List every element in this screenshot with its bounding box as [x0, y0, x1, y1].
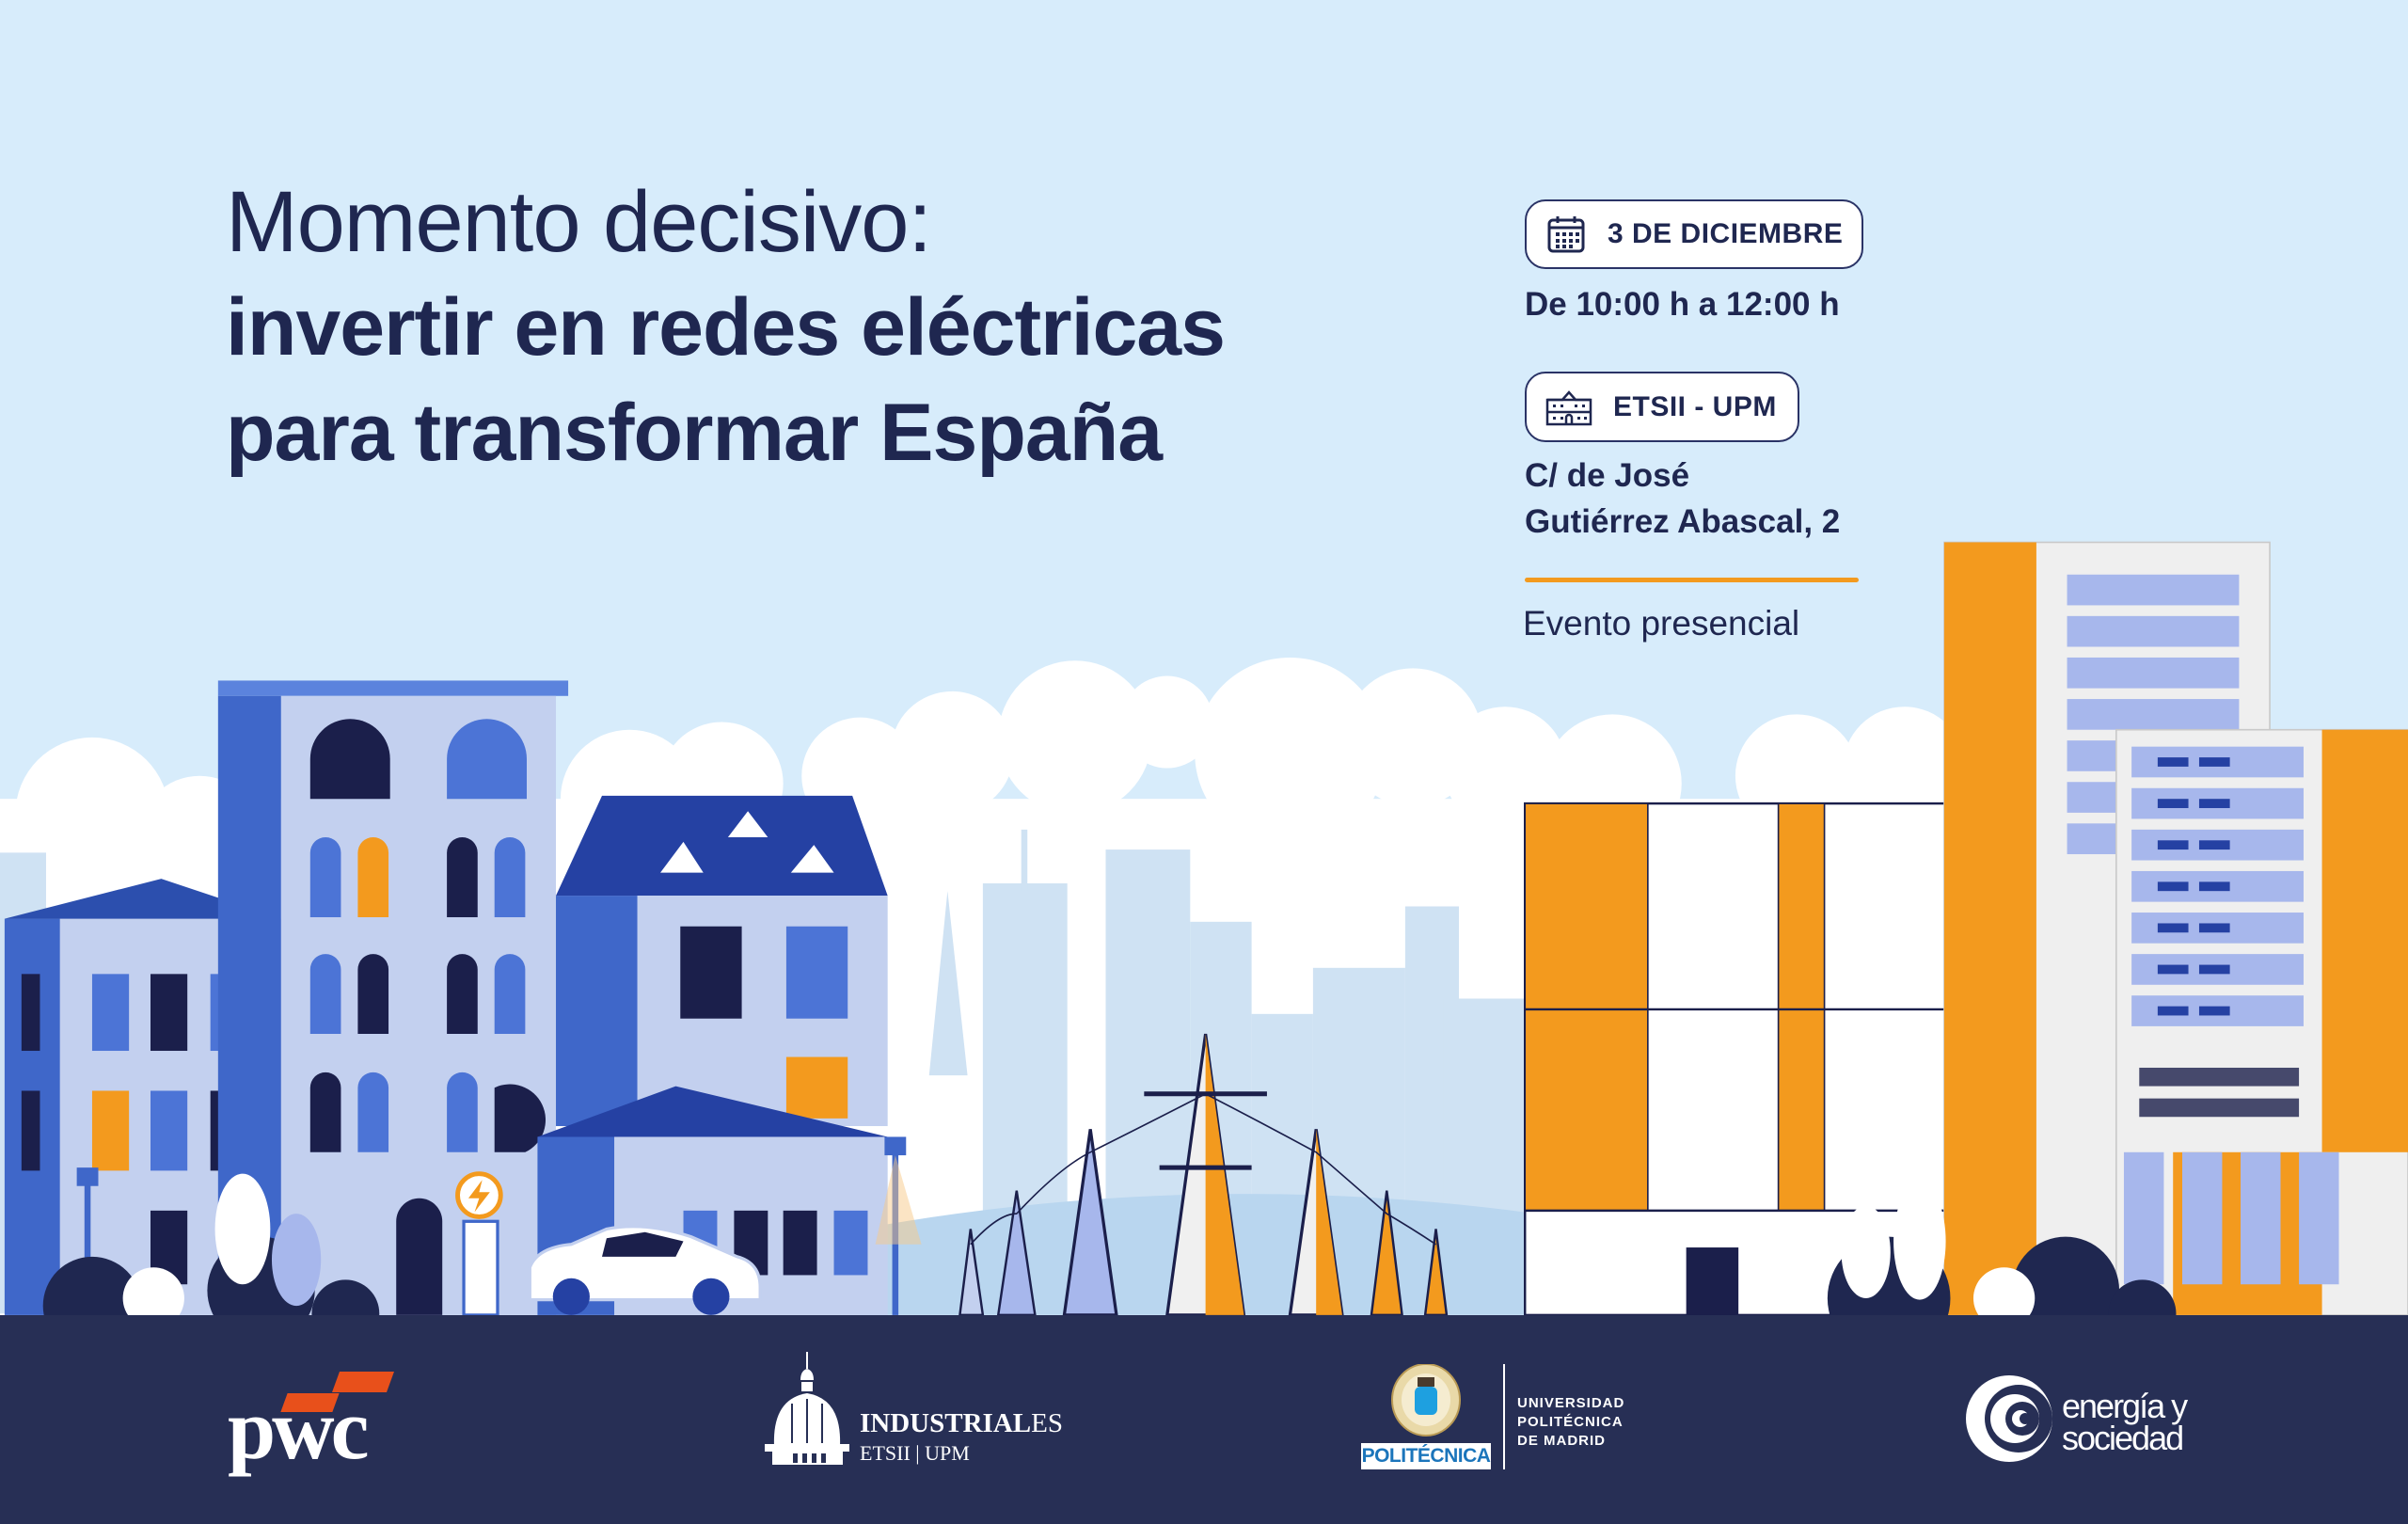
event-date: 3 DE DICIEMBRE: [1608, 218, 1844, 249]
calendar-icon: [1547, 216, 1585, 253]
pwc-wordmark: pwc: [228, 1381, 369, 1477]
ev-charger: [455, 1171, 503, 1317]
event-venue: ETSII - UPM: [1613, 390, 1777, 422]
swirl-icon: [1966, 1375, 2052, 1462]
industriales-name-bold: INDUSTRIAL: [860, 1408, 1032, 1438]
date-badge: 3 DE DICIEMBRE: [1525, 199, 1863, 269]
industriales-sub: ETSII | UPM: [860, 1441, 970, 1465]
headline: Momento decisivo: invertir en redes eléc…: [226, 169, 1226, 485]
industriales-name-light: ES: [1031, 1408, 1063, 1438]
pwc-logo: pwc: [228, 1367, 435, 1477]
headline-line-1: Momento decisivo:: [226, 174, 932, 270]
industriales-logo: INDUSTRIALES ETSII | UPM: [763, 1352, 1073, 1465]
headline-line-2: invertir en redes eléctricas: [226, 282, 1226, 373]
power-pylons: [958, 1033, 1449, 1317]
event-mode: Evento presencial: [1523, 604, 1800, 643]
address-line-1: C/ de José: [1525, 457, 1690, 494]
eys-line-2: sociedad: [2062, 1419, 2184, 1457]
dome-icon: [765, 1352, 849, 1465]
address-line-2: Gutiérrez Abascal, 2: [1525, 503, 1841, 540]
eys-line-1: energía y: [2062, 1387, 2188, 1425]
building-tall: [217, 680, 569, 1315]
venue-badge: ETSII - UPM: [1525, 372, 1799, 442]
electric-car: [528, 1225, 762, 1315]
upm-line-3: DE MADRID: [1517, 1433, 1606, 1449]
divider: [1525, 578, 1859, 582]
industriales-name: INDUSTRIALES: [860, 1408, 1063, 1439]
upm-line-1: UNIVERSIDAD: [1517, 1395, 1625, 1411]
server-tower: [1943, 541, 2408, 1316]
energia-y-sociedad-logo: energía y sociedad: [1964, 1372, 2190, 1466]
building-icon: [1545, 389, 1592, 425]
event-time: De 10:00 h a 12:00 h: [1525, 286, 1840, 323]
upm-logo: POLITÉCNICA UNIVERSIDAD POLITÉCNICA DE M…: [1361, 1364, 1634, 1477]
street-lamps: [76, 1136, 922, 1315]
upm-text: UNIVERSIDAD POLITÉCNICA DE MADRID: [1517, 1394, 1624, 1451]
upm-badge: POLITÉCNICA: [1361, 1443, 1491, 1469]
upm-divider: [1503, 1364, 1505, 1469]
headline-line-3: para transformar España: [226, 388, 1163, 478]
eys-wordmark: energía y sociedad: [2062, 1387, 2188, 1457]
upm-line-2: POLITÉCNICA: [1517, 1414, 1624, 1430]
upm-seal-icon: [1391, 1364, 1461, 1437]
